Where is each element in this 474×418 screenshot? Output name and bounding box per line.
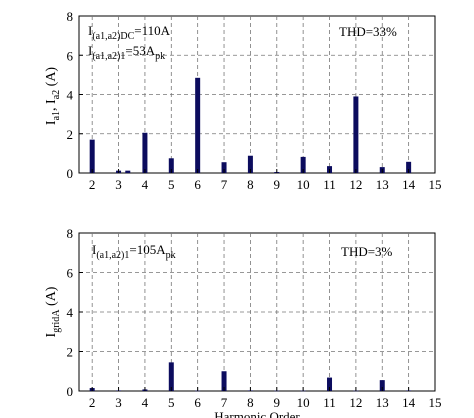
y-tick-label: 6 [67, 266, 74, 281]
bottom-annotation-fundamental-current: I(a1,a2)1=105Apk [92, 242, 176, 261]
bar-harmonic-5 [168, 362, 174, 391]
x-tick-label: 4 [142, 395, 149, 410]
bar-harmonic-7 [221, 371, 227, 391]
x-tick-label: 8 [247, 177, 254, 192]
bottom-grid [79, 233, 435, 391]
y-tick-label: 8 [67, 9, 74, 24]
bar-harmonic-10 [300, 156, 306, 173]
bottom-x-axis-label: Harmonic Order [214, 409, 300, 418]
x-tick-label: 12 [349, 395, 362, 410]
x-tick-label: 7 [221, 177, 228, 192]
top-grid [79, 16, 435, 173]
top-x-ticks: 2 3 4 5 6 7 8 9 10 11 12 13 14 15 [89, 169, 442, 192]
y-tick-label: 6 [67, 48, 74, 63]
bar-harmonic-8 [247, 155, 253, 173]
top-thd-label: THD=33% [339, 24, 397, 39]
x-tick-label: 12 [349, 177, 362, 192]
top-annotation-dc-current: I(a1,a2)DC=110A [88, 23, 171, 42]
x-tick-label: 9 [274, 395, 281, 410]
bar-harmonic-14 [406, 161, 412, 173]
y-tick-label: 8 [67, 226, 74, 241]
bar-harmonic-11 [327, 377, 333, 391]
bar-harmonic-2 [89, 139, 95, 173]
x-tick-label: 7 [221, 395, 228, 410]
x-tick-label: 5 [168, 177, 175, 192]
bar-harmonic-4 [142, 132, 148, 173]
x-tick-label: 11 [323, 395, 336, 410]
x-tick-label: 4 [142, 177, 149, 192]
bottom-x-ticks: 2 3 4 5 6 7 8 9 10 11 12 13 14 15 [89, 387, 442, 410]
y-tick-label: 4 [67, 88, 74, 103]
x-tick-label: 6 [194, 395, 201, 410]
bar-extra [125, 170, 131, 173]
x-tick-label: 15 [429, 395, 442, 410]
y-tick-label: 4 [67, 305, 74, 320]
x-tick-label: 2 [89, 395, 96, 410]
bottom-thd-label: THD=3% [341, 244, 393, 259]
y-tick-label: 2 [67, 345, 74, 360]
top-annotation-fundamental-current: I(a1,a2)1=53Apk [88, 43, 165, 62]
bar-harmonic-7 [221, 162, 227, 173]
x-tick-label: 10 [297, 177, 310, 192]
bottom-y-axis-label: IgridA (A) [44, 286, 62, 337]
top-y-axis-label: Ia1, Ia2 (A) [44, 67, 62, 126]
x-tick-label: 11 [323, 177, 336, 192]
x-tick-label: 8 [247, 395, 254, 410]
x-tick-label: 10 [297, 395, 310, 410]
x-tick-label: 3 [115, 395, 122, 410]
x-tick-label: 14 [402, 395, 416, 410]
x-tick-label: 6 [194, 177, 201, 192]
bar-harmonic-13 [379, 380, 385, 391]
x-tick-label: 9 [274, 177, 281, 192]
bar-harmonic-5 [168, 158, 174, 173]
y-tick-label: 2 [67, 127, 74, 142]
y-tick-label: 0 [67, 384, 74, 399]
top-y-ticks: 0 2 4 6 8 [67, 9, 83, 181]
bar-harmonic-12 [353, 96, 359, 173]
x-tick-label: 13 [376, 395, 389, 410]
x-tick-label: 3 [115, 177, 122, 192]
x-tick-label: 13 [376, 177, 389, 192]
x-tick-label: 5 [168, 395, 175, 410]
x-tick-label: 2 [89, 177, 96, 192]
bottom-y-ticks: 0 2 4 6 8 [67, 226, 83, 399]
y-tick-label: 0 [67, 166, 74, 181]
x-tick-label: 14 [402, 177, 416, 192]
bar-harmonic-6 [195, 77, 201, 173]
x-tick-label: 15 [429, 177, 442, 192]
